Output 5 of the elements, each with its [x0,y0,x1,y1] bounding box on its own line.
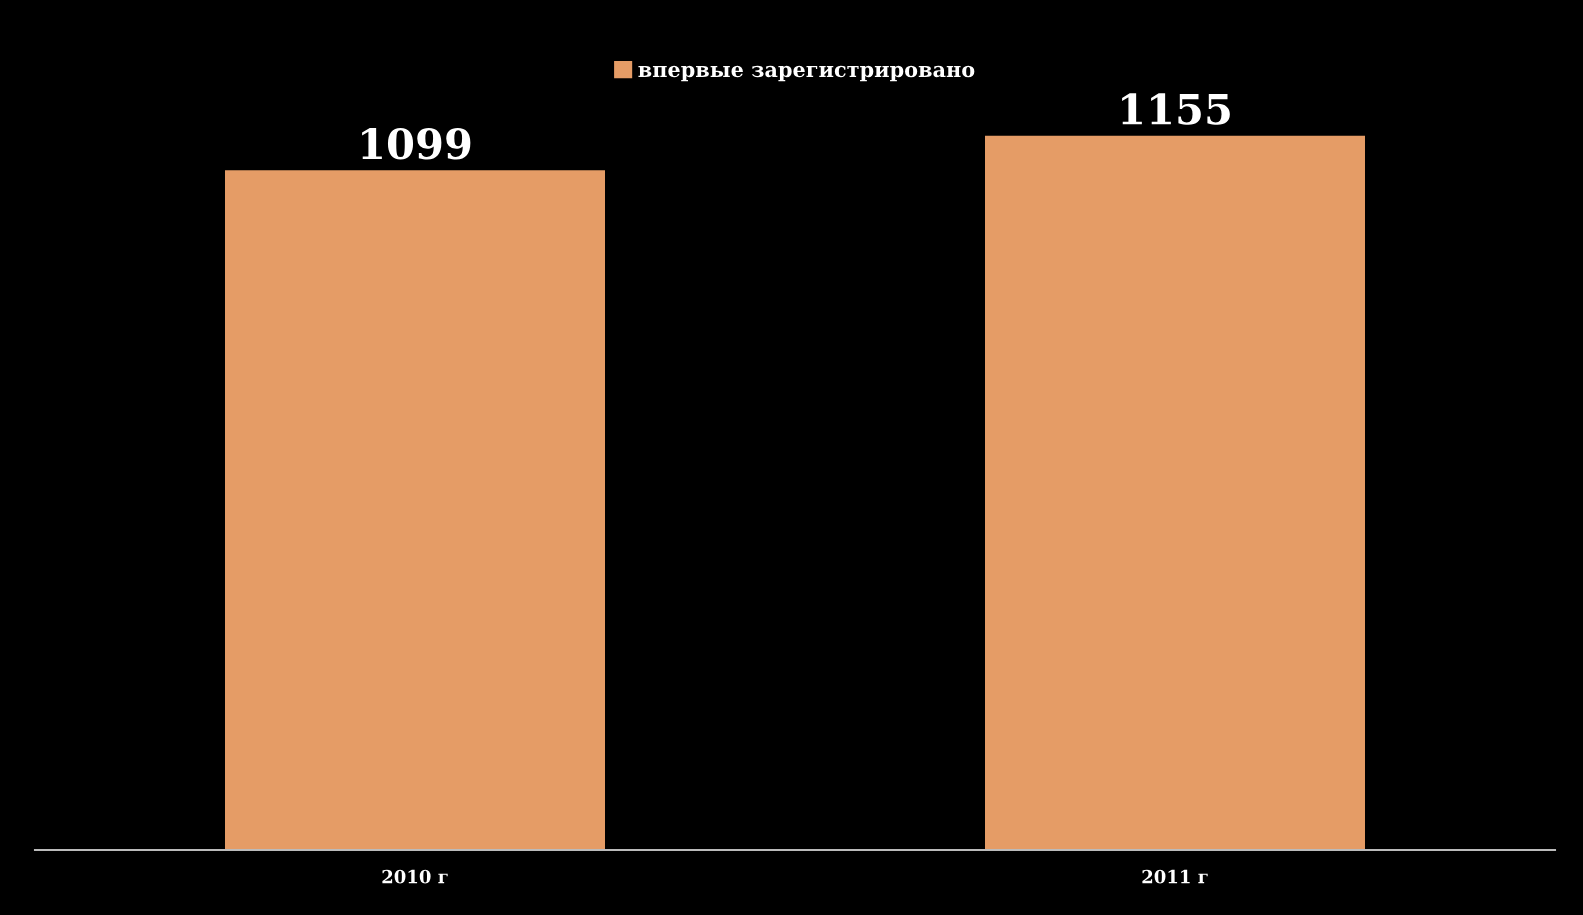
data-label: 1099 [362,127,471,160]
data-label: 1155 [1122,93,1230,125]
x-tick-label: 2010 г [382,869,448,884]
legend-label: впервые зарегистрировано [638,65,975,82]
x-tick-label: 2011 г [1142,869,1208,884]
